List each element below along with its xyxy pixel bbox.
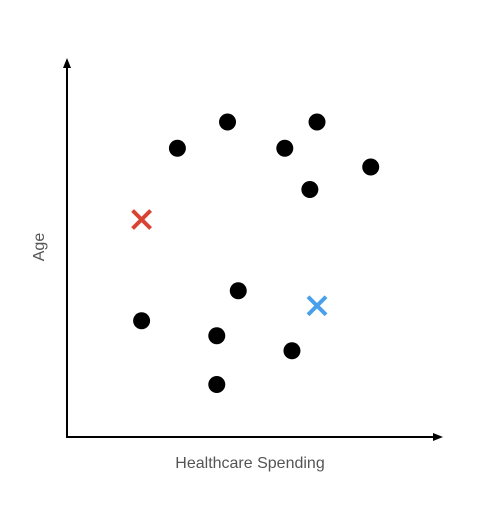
data-point <box>283 342 301 360</box>
cross-marker <box>131 209 153 230</box>
data-point <box>308 113 326 131</box>
y-axis-label: Age <box>31 233 48 262</box>
data-point <box>219 113 237 131</box>
plot-area <box>63 58 443 441</box>
data-point <box>168 139 186 157</box>
data-point <box>362 158 380 176</box>
data-point <box>301 181 319 198</box>
data-point <box>208 376 226 393</box>
x-axis-label: Healthcare Spending <box>175 455 324 472</box>
data-marks <box>131 113 380 393</box>
data-point <box>133 312 151 330</box>
cross-marker-stroke <box>131 209 153 230</box>
data-point <box>208 327 226 345</box>
cross-marker-stroke <box>306 295 328 317</box>
data-point <box>229 282 247 300</box>
cross-marker <box>306 295 328 317</box>
data-point <box>276 139 294 157</box>
